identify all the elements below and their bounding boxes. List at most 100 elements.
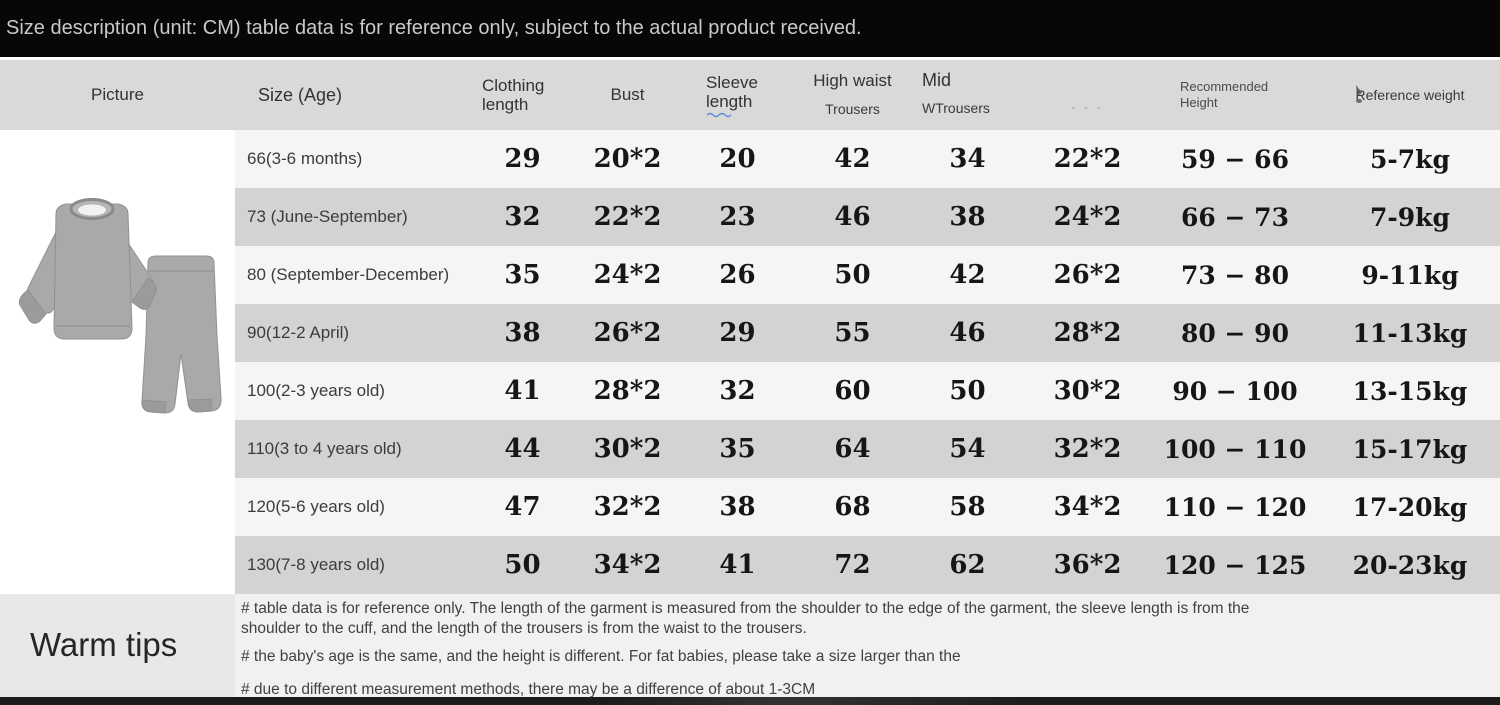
value-cell: 38 [719, 492, 756, 522]
header-recommended-height-line1: Recommended [1180, 79, 1269, 94]
header-size-age: Size (Age) [235, 60, 470, 130]
value-cell: 32 [504, 202, 541, 232]
size-label: 130(7-8 years old) [247, 555, 385, 574]
warm-tips-title: Warm tips [30, 626, 178, 663]
value-cell: 110 − 120 [1163, 492, 1307, 522]
warm-tips-notes: # table data is for reference only. The … [235, 594, 1500, 698]
value-cell: 64 [834, 434, 871, 464]
value-cell: 29 [504, 144, 541, 174]
size-label: 73 (June-September) [247, 207, 408, 226]
header-picture-label: Picture [91, 85, 144, 104]
value-cell: 11-13kg [1352, 318, 1468, 348]
value-cell: 62 [949, 550, 986, 580]
size-label: 80 (September-December) [247, 265, 450, 284]
table-row: 73 (June-September) 32 22*2 23 46 38 24*2 66 − … [235, 188, 1500, 246]
value-cell: 73 − 80 [1181, 260, 1289, 290]
value-cell: 9-11kg [1361, 260, 1459, 290]
value-cell: 32 [719, 376, 756, 406]
value-cell: 7-9kg [1370, 202, 1450, 232]
value-cell: 100 − 110 [1163, 434, 1307, 464]
warm-tips-panel: Warm tips [0, 594, 235, 697]
value-cell: 30*2 [593, 434, 662, 464]
tip-note: # the baby's age is the same, and the he… [241, 648, 961, 665]
value-cell: 22*2 [593, 202, 662, 232]
value-cell: 41 [504, 376, 541, 406]
bottom-bar [0, 697, 1500, 705]
table-row: 120(5-6 years old) 47 32*2 38 68 58 34*2 110 − … [235, 478, 1500, 536]
value-cell: 46 [949, 318, 986, 348]
table-row: 130(7-8 years old) 50 34*2 41 72 62 36*2 120 − … [235, 536, 1500, 594]
value-cell: 120 − 125 [1163, 550, 1307, 580]
header-sleeve-length-line2: length [706, 91, 753, 111]
value-cell: 46 [834, 202, 871, 232]
value-cell: 54 [949, 434, 986, 464]
size-label: 100(2-3 years old) [247, 381, 385, 400]
tip-note: # due to different measurement methods, … [241, 681, 816, 698]
value-cell: 66 − 73 [1181, 202, 1289, 232]
value-cell: 15-17kg [1352, 434, 1468, 464]
value-cell: 24*2 [1053, 202, 1122, 232]
size-table-body: 66(3-6 months) 29 20*2 20 42 34 22*2 59 − 66 5-7… [0, 130, 1500, 594]
value-cell: 50 [834, 260, 871, 290]
value-cell: 20-23kg [1352, 550, 1468, 580]
value-cell: 72 [834, 550, 871, 580]
header-reference-weight: Reference weight [1320, 60, 1500, 130]
value-cell: 36*2 [1053, 550, 1122, 580]
header-mid-waist-line2: WTrousers [922, 100, 990, 116]
tip-note: # table data is for reference only. The … [241, 600, 1250, 637]
value-cell: 55 [834, 318, 871, 348]
value-cell: 41 [719, 550, 756, 580]
value-cell: 68 [834, 492, 871, 522]
header-high-waist-trousers: High waist Trousers [795, 60, 910, 130]
header-mid-waist-trousers: Mid WTrousers [910, 60, 1025, 130]
banner-text: Size description (unit: CM) table data i… [6, 17, 862, 39]
header-bust: Bust [575, 60, 680, 130]
value-cell: 22*2 [1053, 144, 1122, 174]
header-clothing-length-line2: length [482, 95, 529, 114]
header-sleeve-length-line1: Sleeve [706, 72, 758, 92]
header-size-age-label: Size (Age) [258, 84, 343, 105]
value-cell: 5-7kg [1370, 144, 1450, 174]
value-cell: 50 [949, 376, 986, 406]
header-mid-waist-line1: Mid [922, 70, 952, 90]
header-recommended-height-line2: Height [1180, 95, 1218, 110]
value-cell: 28*2 [593, 376, 662, 406]
value-cell: 58 [949, 492, 986, 522]
value-cell: 30*2 [1053, 376, 1122, 406]
value-cell: 26*2 [1053, 260, 1122, 290]
table-row: 66(3-6 months) 29 20*2 20 42 34 22*2 59 − 66 5-7… [235, 130, 1500, 188]
value-cell: 47 [504, 492, 541, 522]
value-cell: 42 [834, 144, 871, 174]
warm-tips-section: Warm tips # table data is for reference … [0, 594, 1500, 698]
header-picture: Picture [0, 60, 235, 130]
header-unnamed-column: - - - [1025, 60, 1150, 130]
value-cell: 24*2 [593, 260, 662, 290]
size-label: 66(3-6 months) [247, 149, 363, 168]
value-cell: 34*2 [1053, 492, 1122, 522]
header-sleeve-length: Sleeve length [680, 60, 795, 130]
value-cell: 26 [719, 260, 756, 290]
value-cell: 44 [504, 434, 541, 464]
value-cell: 59 − 66 [1181, 144, 1289, 174]
table-row: 110(3 to 4 years old) 44 30*2 35 64 54 32*2 100… [235, 420, 1500, 478]
header-recommended-height: Recommended Height [1150, 60, 1320, 130]
value-cell: 32*2 [593, 492, 662, 522]
size-description-banner: Size description (unit: CM) table data i… [0, 0, 1500, 57]
header-clothing-length: Clothing length [470, 60, 575, 130]
product-picture [0, 130, 235, 594]
value-cell: 34 [949, 144, 986, 174]
value-cell: 38 [949, 202, 986, 232]
header-high-waist-line1: High waist [813, 71, 892, 90]
table-row: 90(12-2 April) 38 26*2 29 55 46 28*2 80 − 90 11-… [235, 304, 1500, 362]
value-cell: 90 − 100 [1172, 376, 1298, 406]
value-cell: 42 [949, 260, 986, 290]
erased-text-artifact: - - - [1071, 102, 1104, 114]
baby-clothing-set-illustration [18, 198, 222, 414]
value-cell: 20 [719, 144, 756, 174]
value-cell: 60 [834, 376, 871, 406]
value-cell: 20*2 [593, 144, 662, 174]
smudge-artifact-icon [1356, 85, 1362, 103]
value-cell: 23 [719, 202, 756, 232]
size-label: 110(3 to 4 years old) [247, 439, 402, 458]
value-cell: 29 [719, 318, 756, 348]
